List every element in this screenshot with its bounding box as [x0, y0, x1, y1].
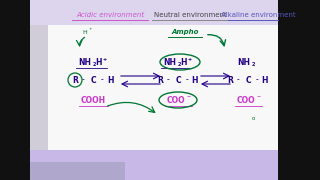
Text: 2: 2 [92, 62, 96, 66]
Bar [30, 25, 48, 150]
Text: C: C [90, 75, 96, 84]
Text: Ampho: Ampho [171, 29, 199, 35]
Text: H: H [83, 30, 87, 35]
Text: -: - [186, 75, 188, 84]
Text: NH: NH [78, 57, 92, 66]
Bar [30, 162, 125, 180]
Text: C: C [245, 75, 251, 84]
Text: 2: 2 [251, 62, 255, 66]
Bar [278, 0, 320, 180]
Text: R: R [157, 75, 163, 84]
Text: o: o [251, 116, 255, 120]
Text: COO: COO [167, 96, 185, 105]
Text: H: H [192, 75, 198, 84]
Text: 2: 2 [177, 62, 181, 66]
Text: -: - [82, 75, 84, 84]
Text: -: - [167, 75, 169, 84]
Text: +: + [103, 57, 107, 62]
Text: H: H [262, 75, 268, 84]
Bar [30, 0, 278, 25]
Text: C: C [175, 75, 181, 84]
Text: -: - [100, 75, 103, 84]
Text: NH: NH [164, 57, 177, 66]
Text: Neutral environment: Neutral environment [154, 12, 226, 18]
Text: R: R [227, 75, 233, 84]
Text: Alkaline environment: Alkaline environment [221, 12, 295, 18]
Text: Acidic environment: Acidic environment [76, 12, 144, 18]
Bar [0, 0, 30, 180]
Text: −: − [257, 94, 261, 100]
Bar [30, 150, 278, 180]
Text: +: + [88, 27, 92, 31]
Text: −: − [187, 94, 191, 100]
Text: H: H [181, 57, 187, 66]
Text: -: - [236, 75, 239, 84]
Text: +: + [188, 57, 192, 62]
Text: NH: NH [237, 57, 251, 66]
Text: H: H [107, 75, 113, 84]
Text: COO: COO [237, 96, 255, 105]
Text: R: R [72, 75, 78, 84]
Text: -: - [256, 75, 258, 84]
Bar [30, 25, 278, 150]
Text: H: H [96, 57, 102, 66]
Text: COOH: COOH [80, 96, 106, 105]
